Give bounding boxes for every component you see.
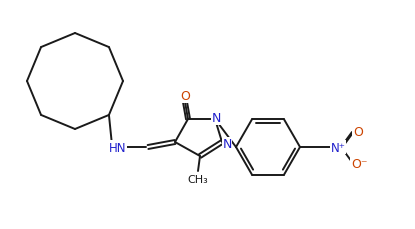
Text: O: O (353, 126, 363, 139)
Text: N⁺: N⁺ (331, 141, 345, 154)
Text: CH₃: CH₃ (188, 174, 208, 184)
Text: O: O (180, 90, 190, 103)
Text: N: N (222, 138, 232, 151)
Text: HN: HN (109, 141, 127, 154)
Text: N: N (211, 112, 221, 125)
Text: O⁻: O⁻ (351, 158, 367, 171)
